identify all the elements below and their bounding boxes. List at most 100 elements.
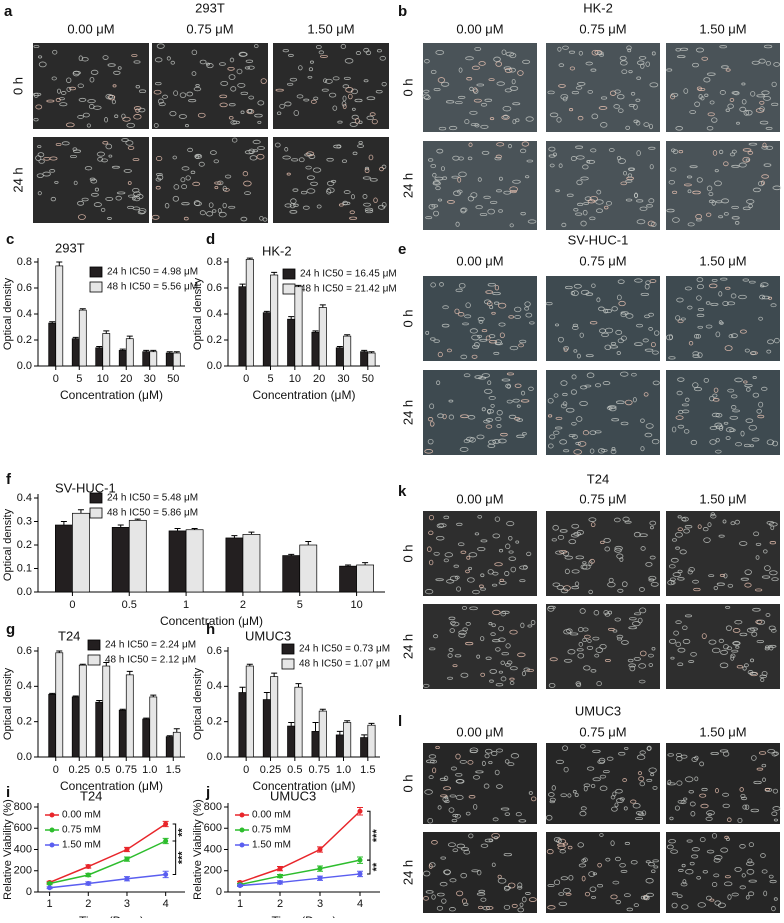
cell xyxy=(633,531,641,538)
cell xyxy=(735,442,742,447)
cell xyxy=(576,353,581,359)
cell xyxy=(716,582,725,586)
cell xyxy=(723,161,729,167)
cell xyxy=(725,837,730,842)
cell xyxy=(578,641,583,647)
y-tick-label: 0.0 xyxy=(17,586,32,598)
legend-label: 24 h IC50 = 5.48 μM xyxy=(107,493,198,504)
cell xyxy=(437,198,443,202)
cell xyxy=(595,208,603,214)
error-bar xyxy=(96,346,103,348)
bar xyxy=(78,664,87,758)
cell xyxy=(677,647,686,653)
cell xyxy=(492,439,501,444)
cell xyxy=(711,881,718,887)
cell xyxy=(455,101,463,105)
cell xyxy=(427,817,434,824)
error-bar xyxy=(271,271,278,275)
cell xyxy=(484,753,490,759)
cell xyxy=(375,89,383,94)
cell xyxy=(630,860,638,865)
cell xyxy=(369,178,378,182)
cell xyxy=(588,871,596,877)
x-tick-label: 0 xyxy=(53,373,59,385)
cell xyxy=(448,414,455,420)
cell xyxy=(493,301,500,305)
cell xyxy=(424,589,434,595)
cell xyxy=(647,862,655,867)
cell xyxy=(744,569,752,575)
cell xyxy=(514,314,521,320)
cell xyxy=(564,555,574,560)
cell xyxy=(683,88,689,94)
cell xyxy=(185,175,191,181)
x-tick-label: 0.5 xyxy=(95,764,110,776)
bar xyxy=(238,692,247,758)
cell xyxy=(484,838,494,843)
cell xyxy=(630,91,636,96)
cell xyxy=(498,176,503,181)
cell xyxy=(443,558,449,563)
cell xyxy=(734,619,743,625)
cell xyxy=(453,564,459,568)
cell xyxy=(747,150,754,155)
cell xyxy=(499,332,505,339)
cell xyxy=(689,165,698,169)
cell xyxy=(310,99,317,104)
cell xyxy=(713,585,719,591)
legend-dot xyxy=(239,812,245,818)
cell xyxy=(55,97,61,103)
cell xyxy=(424,59,430,64)
cell xyxy=(580,564,588,570)
x-axis-label: Concentration (μM) xyxy=(253,779,356,793)
cell xyxy=(247,65,255,70)
cell xyxy=(616,634,624,639)
cell xyxy=(81,197,89,202)
cell xyxy=(448,807,455,813)
cell xyxy=(498,670,504,674)
cell xyxy=(355,51,362,56)
y-tick-label: 0.0 xyxy=(207,751,222,763)
cell xyxy=(455,773,463,777)
cell xyxy=(569,632,579,636)
cell xyxy=(563,346,570,351)
cell xyxy=(427,438,434,445)
error-bar xyxy=(246,257,253,260)
micrograph xyxy=(666,276,780,361)
cell xyxy=(332,76,340,81)
cell xyxy=(615,899,622,905)
series-line xyxy=(49,823,167,884)
cell xyxy=(458,171,467,178)
cell xyxy=(769,879,777,884)
cell xyxy=(697,902,706,908)
cell xyxy=(505,543,511,550)
cell xyxy=(286,172,291,176)
column-label: 0.00 μM xyxy=(456,253,503,268)
cell xyxy=(689,110,697,114)
cell xyxy=(586,766,595,771)
cell xyxy=(512,398,520,403)
cell xyxy=(238,51,248,57)
cell xyxy=(675,546,680,550)
cell xyxy=(764,647,770,651)
cell xyxy=(306,188,316,194)
cell xyxy=(477,546,486,552)
cell xyxy=(715,449,722,454)
bar xyxy=(95,701,104,758)
cell xyxy=(587,639,592,643)
cell xyxy=(722,519,727,524)
cell xyxy=(740,577,749,581)
cell xyxy=(730,293,737,299)
cell xyxy=(428,863,433,869)
micrograph xyxy=(423,43,537,132)
cell xyxy=(100,207,106,213)
cell xyxy=(545,814,553,821)
cell xyxy=(771,906,776,912)
x-axis-label: Time (Days) xyxy=(272,914,337,918)
cell xyxy=(275,88,284,92)
x-axis-label: Concentration (μM) xyxy=(60,388,163,402)
cell xyxy=(479,584,484,588)
cell xyxy=(519,339,527,344)
cell xyxy=(208,202,214,208)
cell xyxy=(522,432,527,436)
